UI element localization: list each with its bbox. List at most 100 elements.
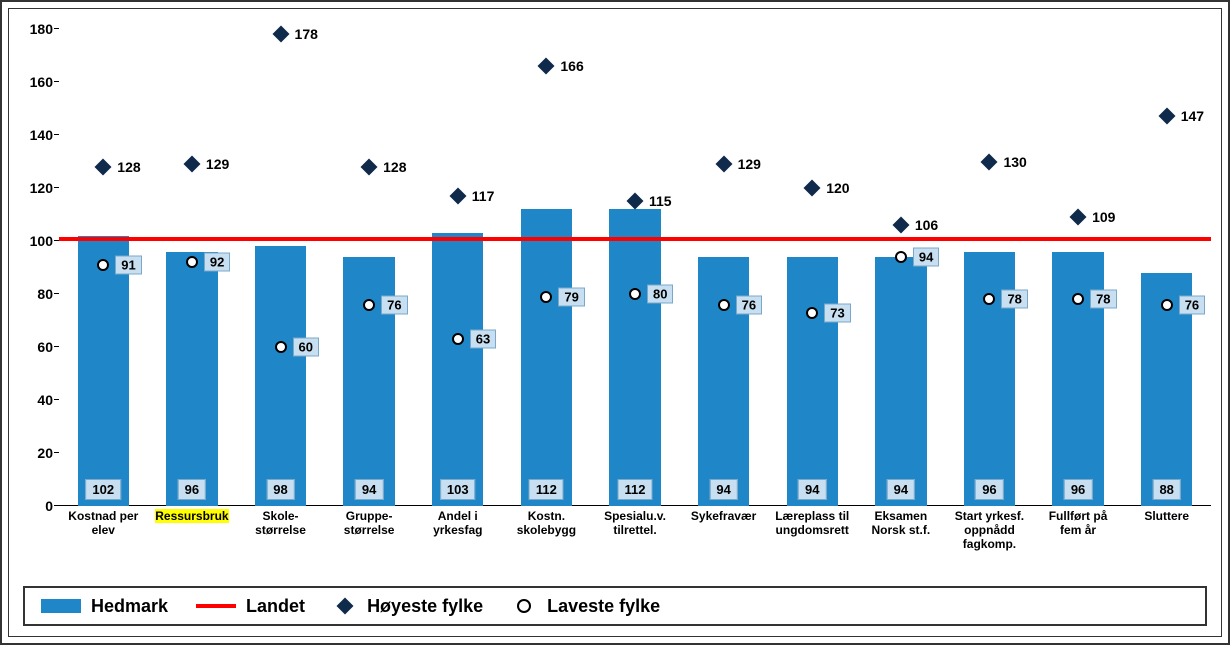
high-marker: [892, 217, 909, 234]
bar: 98: [255, 246, 306, 506]
bar: 96: [166, 252, 217, 506]
x-category-label: Sluttere: [1126, 510, 1208, 524]
high-marker: [183, 156, 200, 173]
legend-swatch-bar: [41, 599, 81, 613]
legend-label-circle: Laveste fylke: [547, 596, 660, 617]
high-value-label: 109: [1092, 209, 1115, 225]
high-value-label: 117: [472, 188, 495, 204]
high-marker: [449, 187, 466, 204]
bar-value-label: 98: [266, 479, 294, 500]
y-tick: 140: [30, 127, 53, 143]
legend-swatch-circle: [517, 599, 531, 613]
bar: 94: [875, 257, 926, 506]
high-value-label: 129: [738, 156, 761, 172]
high-marker: [627, 193, 644, 210]
bar-value-label: 103: [440, 479, 476, 500]
low-value-label: 60: [293, 338, 319, 357]
legend-item-bar: Hedmark: [41, 596, 168, 617]
low-value-label: 78: [1001, 290, 1027, 309]
high-marker: [1158, 108, 1175, 125]
bar-value-label: 96: [975, 479, 1003, 500]
bar-value-label: 96: [178, 479, 206, 500]
low-value-label: 76: [736, 295, 762, 314]
legend-label-diamond: Høyeste fylke: [367, 596, 483, 617]
low-marker: [452, 333, 464, 345]
bar: 112: [521, 209, 572, 506]
high-marker: [715, 156, 732, 173]
low-marker: [186, 256, 198, 268]
x-category-label: Kostnad perelev: [62, 510, 144, 538]
x-category-label: Ressursbruk: [151, 510, 233, 524]
low-value-label: 63: [470, 330, 496, 349]
low-value-label: 79: [558, 287, 584, 306]
x-category-label: Skole-størrelse: [240, 510, 322, 538]
y-tick: 120: [30, 180, 53, 196]
x-category-label: Andel iyrkesfag: [417, 510, 499, 538]
low-marker: [275, 341, 287, 353]
x-category-label: Start yrkesf.oppnåddfagkomp.: [948, 510, 1030, 551]
chart-outer-frame: 020406080100120140160180 102128919612992…: [0, 0, 1230, 645]
high-value-label: 130: [1003, 154, 1026, 170]
legend-item-line: Landet: [196, 596, 305, 617]
high-value-label: 120: [826, 180, 849, 196]
high-marker: [1070, 209, 1087, 226]
low-value-label: 94: [913, 247, 939, 266]
high-value-label: 129: [206, 156, 229, 172]
low-marker: [983, 293, 995, 305]
bar-value-label: 94: [355, 479, 383, 500]
bar-value-label: 96: [1064, 479, 1092, 500]
bar-value-label: 88: [1152, 479, 1180, 500]
y-tick: 80: [37, 286, 53, 302]
x-category-label: Læreplass tilungdomsrett: [771, 510, 853, 538]
low-marker: [718, 299, 730, 311]
x-category-label: Gruppe-størrelse: [328, 510, 410, 538]
low-marker: [363, 299, 375, 311]
low-marker: [629, 288, 641, 300]
low-value-label: 78: [1090, 290, 1116, 309]
x-category-label: Fullført påfem år: [1037, 510, 1119, 538]
high-value-label: 128: [383, 159, 406, 175]
low-marker: [1161, 299, 1173, 311]
y-tick: 60: [37, 339, 53, 355]
legend-label-bar: Hedmark: [91, 596, 168, 617]
bar-value-label: 112: [617, 479, 652, 500]
high-marker: [981, 153, 998, 170]
y-tick: 20: [37, 445, 53, 461]
legend-swatch-line: [196, 604, 236, 608]
high-value-label: 106: [915, 217, 938, 233]
x-category-label: Spesialu.v.tilrettel.: [594, 510, 676, 538]
low-value-label: 91: [115, 255, 141, 274]
low-value-label: 73: [824, 303, 850, 322]
reference-line: [59, 237, 1211, 241]
low-marker: [540, 291, 552, 303]
y-tick: 0: [45, 498, 53, 514]
low-value-label: 76: [381, 295, 407, 314]
bar: 94: [787, 257, 838, 506]
bar: 102: [78, 236, 129, 506]
high-marker: [538, 58, 555, 75]
y-tick: 100: [30, 233, 53, 249]
high-marker: [804, 180, 821, 197]
high-value-label: 128: [117, 159, 140, 175]
high-marker: [361, 158, 378, 175]
low-value-label: 76: [1179, 295, 1205, 314]
x-category-label: EksamenNorsk st.f.: [860, 510, 942, 538]
chart-inner-frame: 020406080100120140160180 102128919612992…: [8, 8, 1222, 637]
x-axis-labels: Kostnad perelev Ressursbruk Skole-størrels…: [59, 506, 1211, 576]
high-value-label: 166: [560, 58, 583, 74]
legend-swatch-diamond: [337, 598, 354, 615]
plot-area: 1021289196129929817860941287610311763112…: [59, 29, 1211, 506]
bar-value-label: 94: [798, 479, 826, 500]
bar-value-label: 102: [85, 479, 121, 500]
y-axis: 020406080100120140160180: [9, 29, 59, 506]
low-marker: [806, 307, 818, 319]
low-marker: [895, 251, 907, 263]
y-tick: 160: [30, 74, 53, 90]
x-category-label: Kostn.skolebygg: [505, 510, 587, 538]
legend-label-line: Landet: [246, 596, 305, 617]
legend-item-diamond: Høyeste fylke: [333, 596, 483, 617]
high-value-label: 178: [295, 26, 318, 42]
y-tick: 180: [30, 21, 53, 37]
y-tick: 40: [37, 392, 53, 408]
low-value-label: 80: [647, 285, 673, 304]
